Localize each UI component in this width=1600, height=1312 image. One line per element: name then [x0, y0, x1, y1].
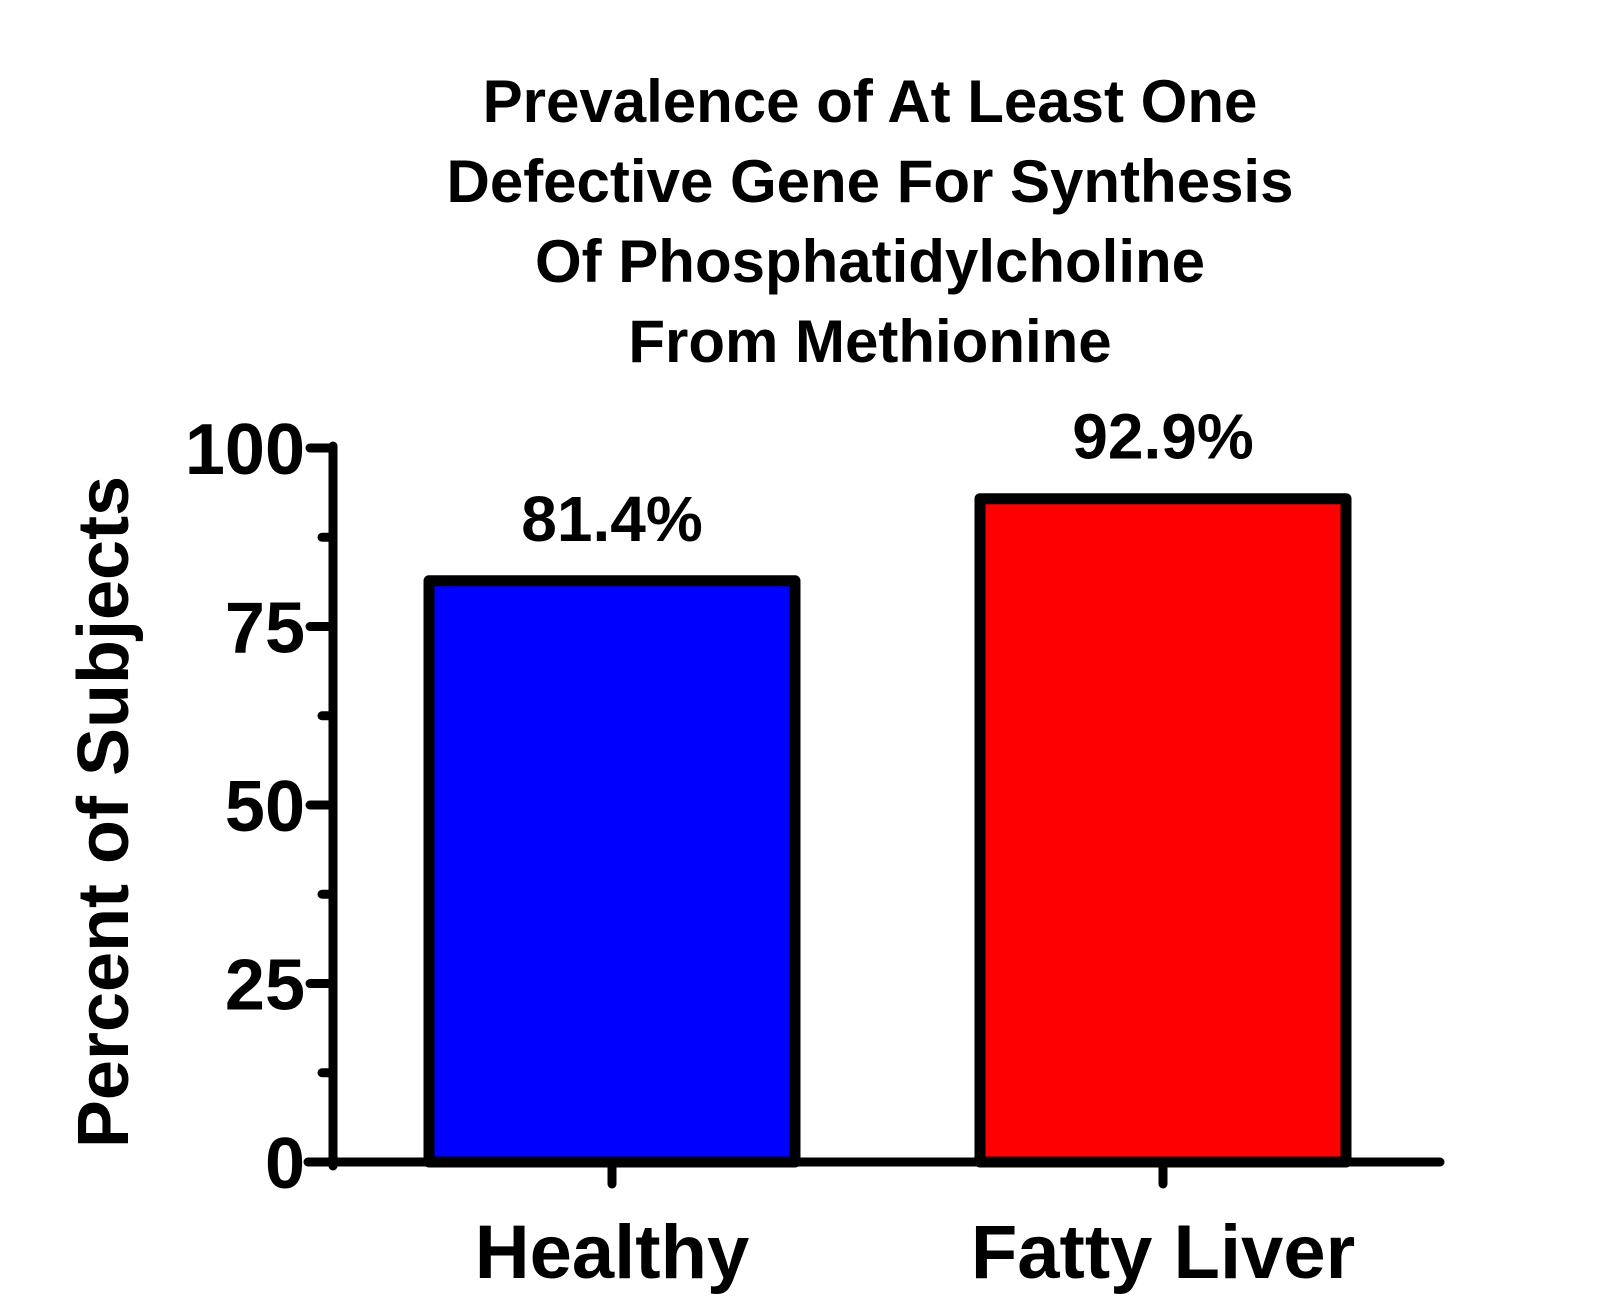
- y-tick-label: 25: [225, 946, 305, 1026]
- plot-area: 0 25 50 75 100 Healthy 81.4% Fatty Liver 92.9%: [185, 401, 1445, 1295]
- x-tick-label: Healthy: [475, 1210, 750, 1295]
- y-tick-label: 75: [225, 589, 305, 669]
- x-tick-label: Fatty Liver: [971, 1210, 1355, 1295]
- y-axis-title: Percent of Subjects: [64, 476, 144, 1148]
- chart-title: Prevalence of At Least One Defective Gen…: [447, 68, 1294, 375]
- chart-title-line: From Methionine: [628, 308, 1111, 375]
- y-tick-label: 50: [225, 767, 305, 847]
- y-tick-label: 100: [185, 410, 305, 490]
- bar-fatty-liver: [974, 493, 1352, 1168]
- bar-healthy: [423, 575, 801, 1168]
- y-tick-label: 0: [265, 1124, 305, 1204]
- chart-title-line: Defective Gene For Synthesis: [447, 148, 1294, 215]
- data-label: 81.4%: [521, 483, 702, 555]
- chart-title-line: Prevalence of At Least One: [483, 68, 1258, 135]
- data-label: 92.9%: [1072, 401, 1253, 473]
- chart-title-line: Of Phosphatidylcholine: [535, 228, 1205, 295]
